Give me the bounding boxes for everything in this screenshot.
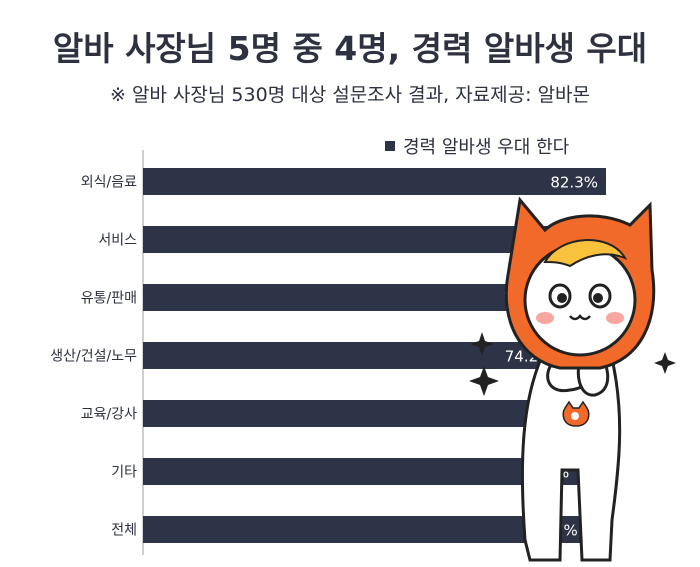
bar (143, 458, 578, 485)
bar (143, 284, 560, 311)
category-label: 기타 (111, 465, 137, 481)
category-label: 유통/판매 (81, 291, 137, 307)
bar (143, 516, 586, 543)
legend-swatch (385, 141, 395, 151)
category-label: 전체 (111, 523, 137, 539)
mascot-hood (504, 196, 656, 370)
bar (143, 400, 586, 427)
bar (143, 226, 571, 253)
chart-legend: 경력 알바생 우대 한다 (385, 133, 569, 159)
category-label: 서비스 (98, 233, 137, 249)
category-label: 생산/건설/노무 (50, 349, 137, 365)
bar (143, 342, 561, 369)
category-label: 외식/음료 (81, 175, 137, 191)
page-title: 알바 사장님 5명 중 4명, 경력 알바생 우대 (52, 29, 648, 68)
category-label: 교육/강사 (81, 407, 137, 423)
mascot-badge-icon (562, 400, 590, 427)
bar (143, 168, 606, 195)
mascot-body (520, 337, 622, 562)
page-subtitle: ※ 알바 사장님 530명 대상 설문조사 결과, 자료제공: 알바몬 (109, 84, 591, 106)
legend-label: 경력 알바생 우대 한다 (403, 137, 570, 158)
value-label: 82.3% (550, 174, 598, 192)
bar-group: 외식/음료82.3%서비스76.0%유통/판매74.0%생산/건설/노무74.2… (50, 168, 606, 543)
sparkle-icon (469, 332, 676, 396)
